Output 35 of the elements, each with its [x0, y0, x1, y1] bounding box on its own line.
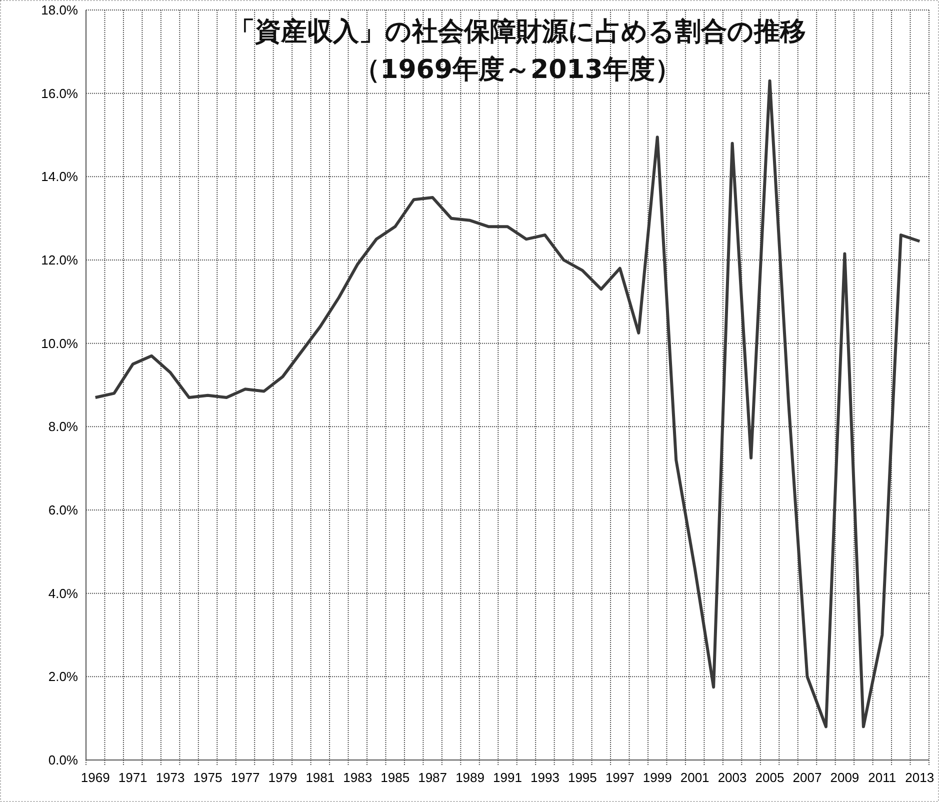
x-tick-label: 1973 — [156, 770, 185, 785]
y-tick-label: 12.0% — [41, 252, 78, 268]
y-tick-label: 0.0% — [48, 752, 78, 768]
y-tick-label: 2.0% — [48, 669, 78, 684]
y-tick-label: 14.0% — [41, 169, 78, 184]
x-tick-label: 1995 — [568, 770, 597, 785]
chart-title: 「資産収入」の社会保障財源に占める割合の推移 — [229, 17, 806, 47]
x-tick-label: 1985 — [380, 770, 410, 785]
x-tick-label: 1971 — [118, 770, 148, 785]
y-tick-label: 8.0% — [48, 419, 78, 434]
x-tick-label: 2009 — [830, 770, 860, 785]
x-tick-label: 1997 — [605, 770, 634, 785]
y-tick-label: 10.0% — [41, 336, 78, 351]
y-tick-label: 4.0% — [48, 586, 78, 601]
text: （1969年度～2013年度） — [354, 55, 681, 85]
x-tick-label: 2005 — [755, 770, 784, 785]
x-tick-label: 2007 — [792, 770, 822, 785]
x-tick-label: 1977 — [230, 770, 260, 785]
x-tick-label: 1983 — [343, 770, 372, 785]
x-tick-label: 2011 — [868, 770, 896, 785]
x-tick-label: 1993 — [530, 770, 560, 785]
x-tick-label: 1989 — [456, 770, 484, 785]
x-tick-label: 1975 — [193, 770, 222, 785]
y-tick-label: 16.0% — [41, 86, 78, 101]
y-tick-label: 18.0% — [41, 2, 78, 18]
x-tick-label: 2001 — [680, 770, 710, 785]
x-tick-label: 2013 — [905, 770, 934, 785]
y-tick-label: 6.0% — [48, 502, 78, 518]
x-tick-label: 1981 — [306, 770, 335, 785]
x-tick-label: 1969 — [80, 770, 110, 785]
x-tick-label: 1979 — [268, 770, 298, 785]
x-tick-label: 2003 — [718, 770, 747, 785]
x-tick-label: 1991 — [493, 770, 522, 785]
x-tick-label: 1999 — [642, 770, 672, 785]
x-tick-label: 1987 — [418, 770, 448, 785]
